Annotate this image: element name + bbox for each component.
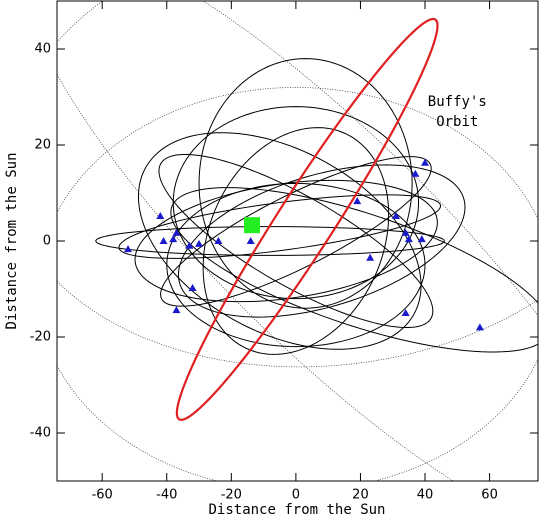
object-marker	[172, 228, 181, 236]
dotted-orbit	[57, 86, 538, 481]
object-marker	[246, 237, 255, 244]
x-tick-label: 20	[352, 488, 369, 503]
object-marker	[159, 237, 168, 244]
x-tick-label: 40	[417, 488, 434, 503]
orbit	[134, 179, 438, 303]
object-marker	[169, 235, 178, 243]
annotation: Orbit	[436, 114, 478, 130]
y-tick-label: 0	[43, 234, 51, 249]
y-tick-label: -40	[30, 426, 51, 441]
object-marker	[124, 245, 133, 253]
orbit	[172, 106, 420, 300]
object-marker	[421, 158, 430, 166]
dotted-orbit	[57, 1, 538, 481]
y-axis-label: Distance from the Sun	[4, 152, 20, 329]
x-tick-label: -60	[92, 488, 113, 503]
object-marker	[172, 306, 181, 314]
y-tick-label: 20	[34, 138, 51, 153]
plot-area	[57, 1, 538, 481]
y-tick-label: -20	[30, 330, 51, 345]
frame	[56, 0, 539, 482]
x-axis-label: Distance from the Sun	[208, 502, 385, 518]
x-tick-label: 0	[292, 488, 300, 503]
object-marker	[391, 212, 400, 220]
orbit	[166, 182, 426, 348]
object-marker	[353, 197, 362, 205]
orbit	[160, 156, 432, 307]
orbit	[198, 58, 413, 309]
y-tick-label: 40	[34, 42, 51, 57]
object-marker	[401, 228, 410, 236]
object-marker	[366, 253, 375, 261]
orbit	[95, 226, 445, 256]
object-marker	[411, 169, 420, 177]
object-marker	[188, 284, 197, 292]
object-marker	[417, 235, 426, 243]
orbit	[137, 132, 422, 350]
orbit	[202, 127, 390, 355]
x-tick-label: -40	[156, 488, 177, 503]
highlight-orbit	[175, 17, 439, 421]
x-tick-label: -20	[221, 488, 242, 503]
x-tick-label: 60	[481, 488, 498, 503]
orbit	[118, 194, 442, 259]
orbit	[158, 153, 434, 329]
object-marker	[214, 237, 223, 244]
object-marker	[185, 241, 194, 249]
object-marker	[195, 239, 204, 247]
orbit	[170, 187, 538, 353]
object-marker	[475, 323, 484, 331]
object-marker	[156, 212, 165, 220]
annotation: Buffy's	[428, 94, 487, 110]
object-marker	[404, 235, 413, 243]
object-marker	[401, 309, 410, 316]
sun-marker	[243, 217, 260, 234]
dotted-orbit	[57, 1, 538, 368]
